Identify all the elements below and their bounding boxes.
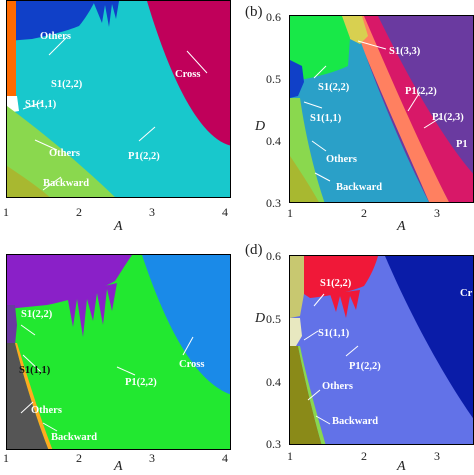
region-backward [290,156,319,202]
region-others [290,346,322,444]
xtick-d-3: 3 [434,449,440,463]
label-backward: Backward [51,432,97,443]
plot-area-c: S1(2,2) Cross S1(1,1) P1(2,2) Others Bac… [6,254,231,450]
region-s111 [7,305,17,347]
panel-a: Others S1(2,2) S1(1,1) Cross P1(2,2) Oth… [0,0,237,237]
region-s122-fringe [330,290,360,318]
label-cross: Cross [179,359,204,370]
region-s122 [304,256,378,298]
ytick-d-04: 0.4 [266,375,281,389]
plot-area-b: S1(3,3) S1(2,2) P1(2,2) S1(1,1) P1(2,3) … [289,15,474,203]
region-p123 [360,16,473,202]
region-s111 [290,60,304,98]
region-s122 [290,16,350,80]
region-p122-band [350,16,449,202]
xtick-b-3: 3 [434,206,440,220]
label-p122: P1(2,2) [125,377,157,388]
label-s122: S1(2,2) [51,79,83,90]
region-cross [147,1,230,146]
label-others: Others [326,154,357,165]
label-backward: Backward [336,182,382,193]
region-cr [385,256,473,419]
xtick-d-1: 1 [287,449,293,463]
panel-tag-d: (d) [245,242,263,258]
region-others-bottom [7,106,115,197]
ylabel-d: D [255,311,266,326]
ylabel-b: D [255,119,266,134]
region-map-d: S1(2,2) Cr S1(1,1) P1(2,2) Others Backwa… [290,256,473,444]
label-p1: P1 [456,139,468,150]
region-s111 [290,318,302,346]
label-p122: P1(2,2) [405,86,437,97]
label-backward: Backward [43,178,89,189]
region-map-a: Others S1(2,2) S1(1,1) Cross P1(2,2) Oth… [7,1,230,197]
xtick-a-4: 4 [222,205,228,219]
xlabel-d: A [397,459,406,474]
region-cross [142,255,230,395]
region-backward [15,343,53,449]
ytick-d-05: 0.5 [266,312,281,326]
label-others-bottom: Others [49,148,80,159]
region-others-fringe [93,1,119,27]
region-s133 [338,16,368,44]
region-s122 [7,255,132,309]
label-s111: S1(1,1) [318,328,350,339]
xtick-c-2: 2 [76,451,82,465]
region-s111 [7,1,16,96]
panel-b: (b) D 0.6 0.5 0.4 0.3 S1(3,3) S1(2,2) P1… [237,0,474,237]
xlabel-c: A [114,459,123,474]
panel-d: (d) D 0.6 0.5 0.4 0.3 S1(2,2) Cr S1(1,1)… [237,237,474,474]
region-backward [298,346,326,444]
label-s111: S1(1,1) [19,365,51,376]
xtick-c-1: 1 [3,451,9,465]
label-others: Others [322,381,353,392]
ytick-d-03: 0.3 [266,437,281,451]
xtick-a-2: 2 [76,205,82,219]
region-map-b: S1(3,3) S1(2,2) P1(2,2) S1(1,1) P1(2,3) … [290,16,473,202]
label-others: Others [31,405,62,416]
xlabel-b: A [397,219,406,234]
plot-area-a: Others S1(2,2) S1(1,1) Cross P1(2,2) Oth… [6,0,231,198]
panel-c: S1(2,2) Cross S1(1,1) P1(2,2) Others Bac… [0,237,237,474]
label-s122: S1(2,2) [318,82,350,93]
region-backward [7,166,50,197]
xtick-c-3: 3 [149,451,155,465]
panel-tag-b: (b) [245,4,263,20]
xtick-a-3: 3 [149,205,155,219]
label-s122: S1(2,2) [320,278,352,289]
label-others-top: Others [40,31,71,42]
label-s111: S1(1,1) [25,99,57,110]
label-s111: S1(1,1) [310,113,342,124]
region-others [7,343,49,449]
label-s122: S1(2,2) [21,309,53,320]
label-s133: S1(3,3) [389,46,421,57]
label-p122: P1(2,2) [128,151,160,162]
ytick-b-04: 0.4 [266,134,281,148]
label-p122: P1(2,2) [349,361,381,372]
ytick-b-06: 0.6 [266,10,281,24]
xtick-b-1: 1 [287,206,293,220]
xtick-c-4: 4 [222,451,228,465]
xlabel-a: A [114,219,123,234]
label-p123: P1(2,3) [432,112,464,123]
label-cr: Cr [460,288,473,299]
region-others-top [7,1,95,41]
region-s111-top [290,256,304,318]
xtick-a-1: 1 [3,205,9,219]
ytick-b-03: 0.3 [266,196,281,210]
region-map-c: S1(2,2) Cross S1(1,1) P1(2,2) Others Bac… [7,255,230,449]
label-cross: Cross [175,69,200,80]
label-backward: Backward [332,416,378,427]
region-s122-fringe [67,283,117,337]
plot-area-d: S1(2,2) Cr S1(1,1) P1(2,2) Others Backwa… [289,255,474,445]
ytick-d-06: 0.6 [266,249,281,263]
ytick-b-05: 0.5 [266,72,281,86]
xtick-d-2: 2 [361,449,367,463]
xtick-b-2: 2 [361,206,367,220]
